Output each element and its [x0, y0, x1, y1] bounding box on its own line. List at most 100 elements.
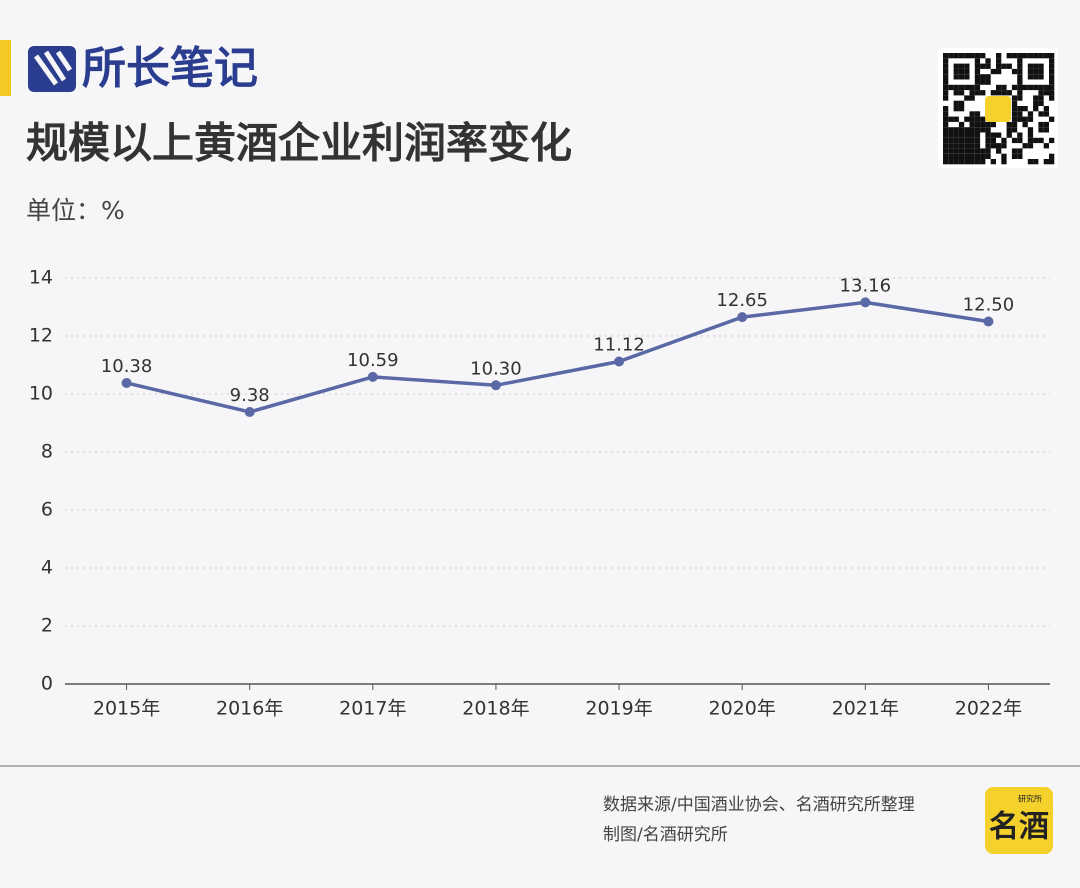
qr-cell: [985, 137, 991, 144]
value-label: 10.38: [101, 356, 153, 377]
x-tick-label: 2016年: [216, 698, 283, 720]
qr-cell: [1022, 53, 1028, 59]
qr-cell: [1017, 153, 1023, 159]
qr-cell: [1049, 63, 1055, 69]
qr-cell: [974, 90, 981, 96]
qr-code: [938, 48, 1058, 168]
qr-cell: [964, 116, 970, 122]
qr-cell: [958, 68, 965, 75]
qr-cell: [969, 53, 975, 59]
qr-cell: [948, 84, 954, 91]
qr-cell: [990, 121, 996, 128]
qr-cell: [974, 74, 981, 80]
qr-cell: [1017, 90, 1023, 96]
qr-cell: [943, 79, 949, 85]
qr-cell: [1033, 74, 1039, 80]
qr-cell: [964, 137, 970, 144]
qr-cell: [1027, 137, 1034, 144]
qr-cell: [958, 53, 965, 59]
qr-cell: [1011, 116, 1018, 122]
qr-cell: [1022, 143, 1028, 149]
qr-cell: [1027, 143, 1034, 149]
value-label: 9.38: [230, 385, 270, 406]
qr-cell: [1043, 53, 1049, 59]
qr-cell: [943, 68, 949, 75]
qr-cell: [1011, 68, 1018, 75]
qr-cell: [1022, 106, 1028, 112]
y-tick-label: 12: [29, 325, 53, 347]
qr-cell: [980, 148, 986, 154]
qr-cell: [1049, 53, 1055, 59]
qr-cell: [1017, 63, 1023, 69]
qr-cell: [1011, 137, 1018, 144]
qr-cell: [1017, 95, 1023, 101]
qr-cell: [974, 153, 981, 159]
qr-cell: [969, 95, 975, 101]
x-tick-label: 2017年: [339, 698, 406, 720]
qr-cell: [1017, 137, 1023, 144]
qr-cell: [974, 148, 981, 154]
qr-cell: [1033, 53, 1039, 59]
y-tick-label: 8: [41, 441, 53, 463]
qr-cell: [1043, 84, 1049, 91]
qr-cell: [1011, 106, 1018, 112]
qr-cell: [1033, 106, 1039, 112]
qr-cell: [943, 63, 949, 69]
qr-cell: [969, 132, 975, 138]
qr-cell: [1027, 127, 1034, 133]
qr-cell: [990, 68, 996, 75]
qr-cell: [996, 132, 1002, 138]
qr-cell: [948, 159, 954, 165]
qr-cell: [990, 143, 996, 149]
qr-cell: [1033, 95, 1039, 101]
qr-cell: [1017, 132, 1023, 138]
qr-cell: [953, 159, 959, 165]
qr-cell: [943, 137, 949, 144]
qr-cell: [964, 95, 970, 101]
qr-cell: [1027, 132, 1034, 138]
qr-cell: [964, 84, 970, 91]
qr-cell: [980, 90, 986, 96]
qr-cell: [969, 111, 975, 117]
value-label: 12.50: [963, 295, 1015, 316]
qr-cell: [1027, 53, 1034, 59]
qr-cell: [943, 153, 949, 159]
qr-cell: [1027, 116, 1034, 122]
qr-cell: [958, 106, 965, 112]
unit-label: 单位：%: [26, 196, 125, 225]
qr-cell: [1017, 106, 1023, 112]
qr-cell: [990, 132, 996, 138]
qr-cell: [943, 132, 949, 138]
qr-cell: [1001, 159, 1007, 165]
qr-cell: [1001, 84, 1007, 91]
qr-cell: [1006, 127, 1012, 133]
qr-cell: [990, 137, 996, 144]
qr-cell: [980, 63, 986, 69]
credit: 制图/名酒研究所: [603, 825, 728, 845]
qr-cell: [969, 159, 975, 165]
qr-cell: [990, 159, 996, 165]
qr-cell: [1043, 127, 1049, 133]
qr-cell: [974, 63, 981, 69]
qr-cell: [964, 132, 970, 138]
qr-cell: [958, 159, 965, 165]
qr-cell: [1049, 79, 1055, 85]
qr-cell: [1027, 68, 1034, 75]
qr-cell: [953, 84, 959, 91]
qr-cell: [964, 148, 970, 154]
qr-cell: [974, 121, 981, 128]
qr-cell: [958, 90, 965, 96]
qr-cell: [943, 53, 949, 59]
qr-cell: [953, 68, 959, 75]
qr-cell: [974, 116, 981, 122]
qr-cell: [1038, 84, 1044, 91]
point: [614, 356, 625, 367]
qr-cell: [948, 53, 954, 59]
qr-cell: [996, 63, 1002, 69]
qr-cell: [1043, 159, 1049, 165]
line: [126, 300, 989, 414]
qr-cell: [1038, 127, 1044, 133]
qr-cell: [974, 53, 981, 59]
